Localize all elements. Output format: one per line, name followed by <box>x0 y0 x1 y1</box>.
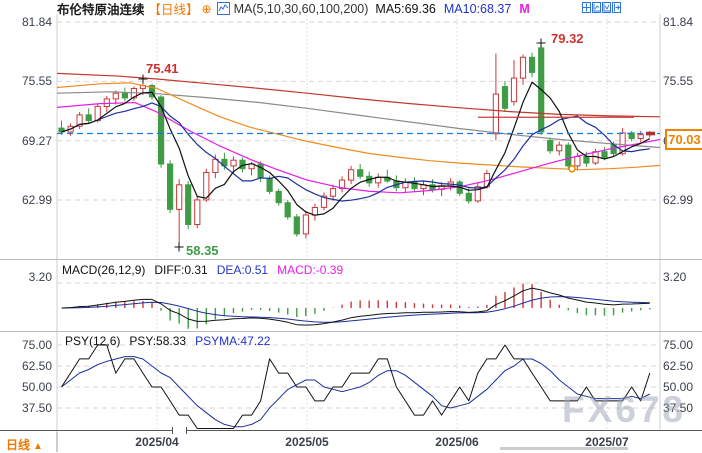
ma5-line <box>61 81 651 216</box>
x-axis-label: 2025/06 <box>435 435 479 449</box>
event-marker-icon <box>568 164 576 173</box>
x-axis-label: 2025/07 <box>585 435 629 449</box>
macd-bar-value: MACD:-0.39 <box>277 263 344 277</box>
zoom-out-axis-icon[interactable] <box>602 2 611 13</box>
timeframe-label: 日线 <box>6 438 31 452</box>
macd-dea-line <box>61 296 650 323</box>
last-price-tick <box>646 131 655 136</box>
psyma-value: PSYMA:47.22 <box>195 334 271 348</box>
panel-splitter-handle[interactable] <box>172 427 187 434</box>
psy-value: PSY:58.33 <box>129 334 187 348</box>
psy-line <box>61 344 651 429</box>
psy-indicator-header[interactable]: PSY(12,6) PSY:58.33 PSYMA:47.22 <box>65 334 270 348</box>
crosshair-icon[interactable] <box>582 2 591 13</box>
ma10-line <box>61 102 650 202</box>
macd-dea-value: DEA:0.51 <box>216 263 269 277</box>
ma10-value: MA10:68.37 <box>443 1 512 16</box>
horizontal-scrollbar[interactable] <box>500 447 628 450</box>
indicator-chart-icon[interactable] <box>216 2 230 15</box>
psyma-line <box>61 356 651 428</box>
macd-histogram <box>69 283 651 329</box>
last-price-value: 70.03 <box>668 132 701 147</box>
ma-settings-label[interactable]: MA(5,10,30,60,100,200) <box>233 1 369 16</box>
ma200-line <box>56 72 661 118</box>
macd-diff-value: DIFF:0.31 <box>154 263 208 277</box>
last-price-tag: 70.03 <box>665 129 702 150</box>
pan-right-icon[interactable] <box>612 2 621 13</box>
timeframe-arrow-icon: ▲ <box>33 441 43 452</box>
timeframe-selector[interactable]: 日线 ▲ <box>6 436 43 453</box>
ma30-line <box>56 101 661 194</box>
macd-params: MACD(26,12,9) <box>62 263 146 277</box>
chart-header: 布伦特原油连续 【日线】 ⊕ MA(5,10,30,60,100,200) MA… <box>57 1 530 18</box>
zoom-in-axis-icon[interactable] <box>592 2 601 13</box>
psy-params: PSY(12,6) <box>65 334 121 348</box>
adjust-mode-icon[interactable]: ⊕ <box>201 1 212 16</box>
x-axis-label: 2025/04 <box>135 435 179 449</box>
ma30-value-truncated: M <box>519 1 530 16</box>
candlestick-series <box>58 45 653 244</box>
macd-indicator-header[interactable]: MACD(26,12,9) DIFF:0.31 DEA:0.51 MACD:-0… <box>62 263 343 277</box>
chart-toolbar <box>582 2 621 13</box>
symbol-name: 布伦特原油连续 <box>57 3 145 17</box>
macd-diff-line <box>61 287 650 326</box>
ma5-value: MA5:69.36 <box>375 1 436 16</box>
x-axis-label: 2025/05 <box>285 435 329 449</box>
period-label[interactable]: 【日线】 <box>148 3 199 17</box>
ma100-line <box>56 91 661 149</box>
